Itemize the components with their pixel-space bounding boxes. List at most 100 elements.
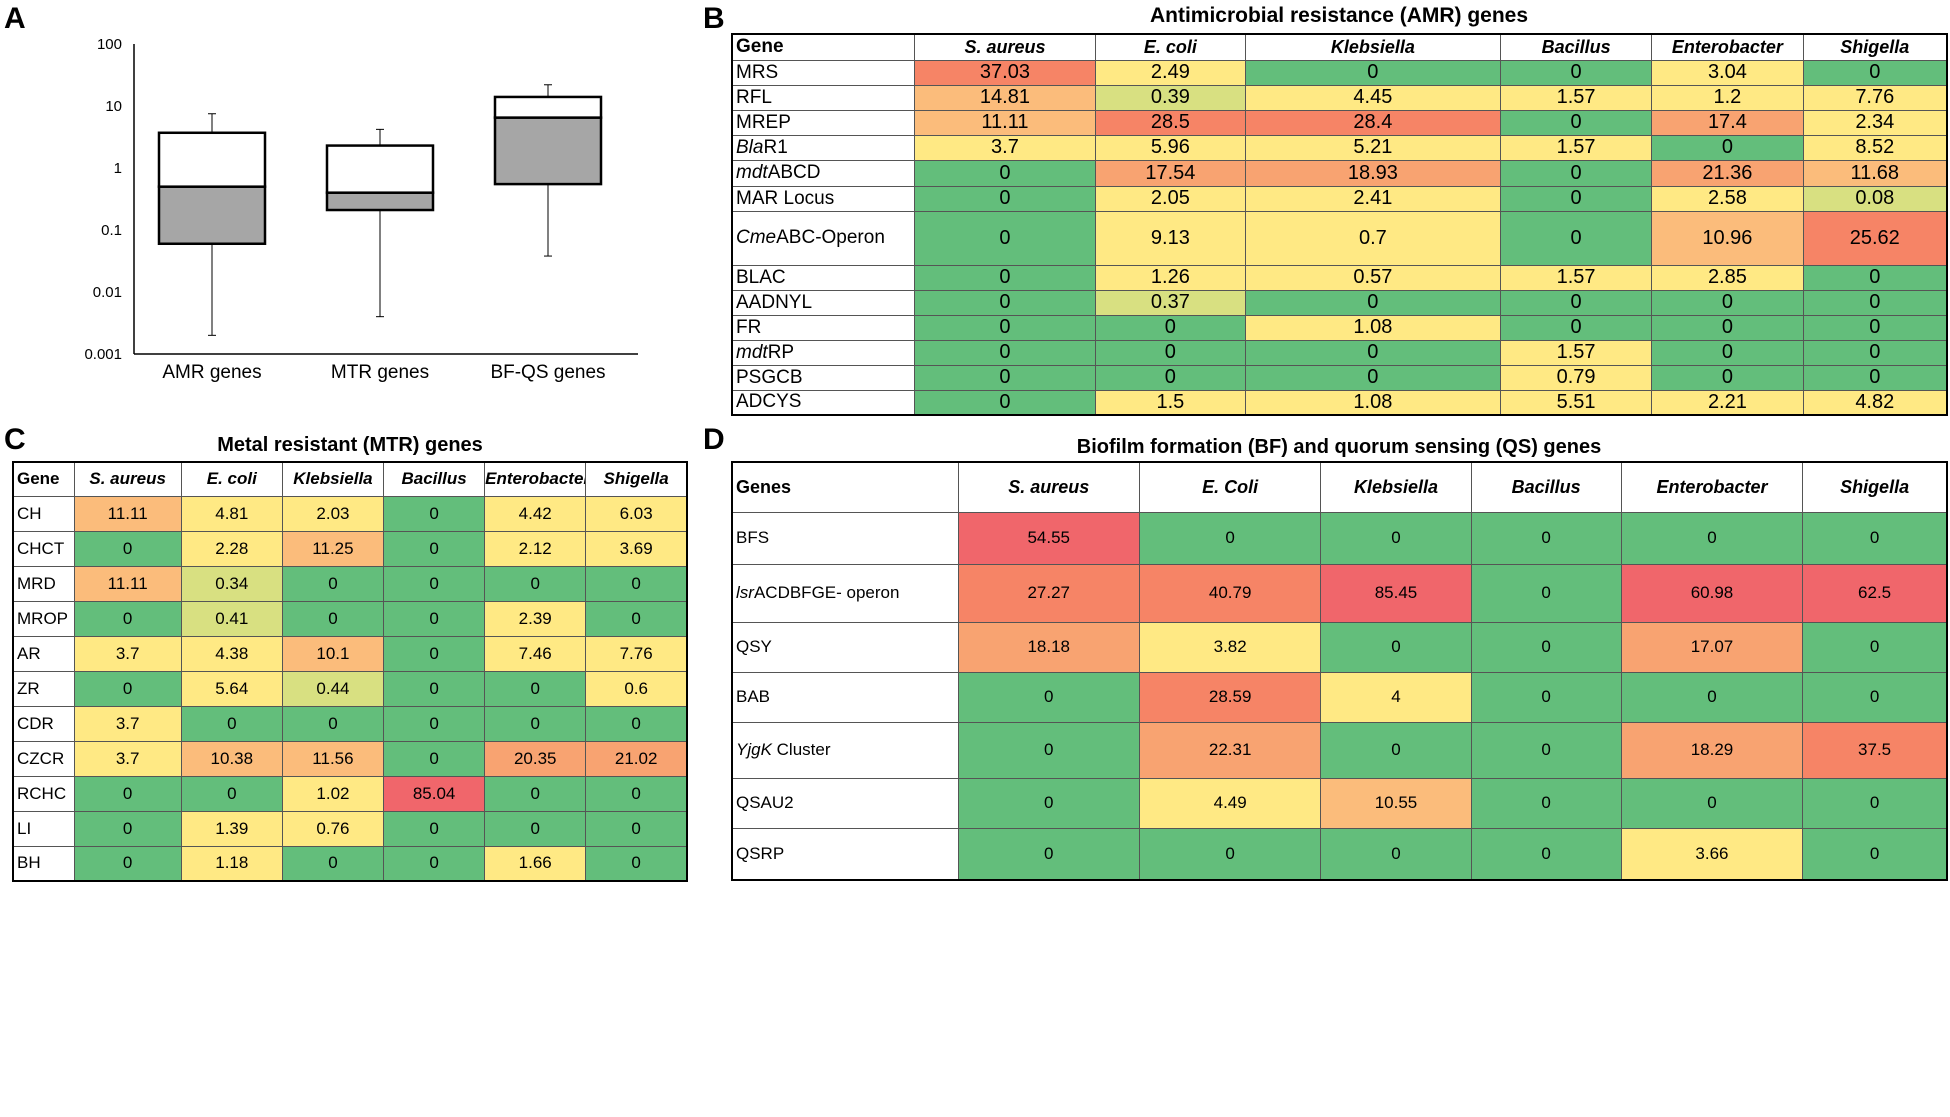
bfqs-header-row: Genes S. aureus E. Coli Klebsiella Bacillus E…	[731, 461, 1948, 513]
amr-value-cell: 9.13	[1094, 210, 1246, 266]
bfqs-value-cell: 0	[1470, 621, 1622, 673]
amr-value-cell: 0	[1802, 289, 1948, 316]
amr-value-cell: 0	[913, 264, 1096, 291]
amr-value-cell: 25.62	[1802, 210, 1948, 266]
amr-column-header: Klebsiella	[1244, 33, 1501, 61]
amr-gene-label: mdtABCD	[731, 159, 915, 187]
amr-table-title: Antimicrobial resistance (AMR) genes	[1149, 4, 1529, 27]
amr-column-header: Bacillus	[1499, 33, 1653, 61]
table-row: MREP 11.11 28.5 28.4 0 17.4 2.34	[731, 109, 1948, 136]
bfqs-value-cell: 0	[1620, 671, 1804, 723]
mtr-value-cell: 4.42	[484, 495, 587, 532]
box-upper-quartile	[325, 144, 435, 194]
amr-value-cell: 0.57	[1244, 264, 1501, 291]
table-row: lsrACDBFGE- operon 27.27 40.79 85.45 0 60.98 6…	[731, 563, 1948, 623]
mtr-value-cell: 0	[180, 775, 283, 812]
mtr-value-cell: 0	[585, 845, 688, 882]
bfqs-value-cell: 0	[957, 827, 1140, 881]
mtr-value-cell: 0	[73, 845, 182, 882]
amr-value-cell: 0	[1499, 159, 1653, 187]
mtr-column-header: E. coli	[180, 461, 283, 497]
mtr-value-cell: 11.25	[281, 530, 385, 567]
amr-value-cell: 0	[1094, 339, 1246, 366]
gene-name: RFL	[736, 86, 772, 108]
bfqs-column-header: Klebsiella	[1320, 461, 1472, 513]
bfqs-value-cell: 18.29	[1620, 721, 1804, 779]
amr-value-cell: 28.4	[1244, 109, 1501, 136]
mtr-value-cell: 0	[484, 775, 587, 812]
bfqs-value-cell: 0	[1802, 511, 1948, 565]
gene-name: BLAC	[736, 266, 786, 288]
mtr-value-cell: 2.39	[484, 600, 587, 637]
amr-value-cell: 2.34	[1802, 109, 1948, 136]
amr-value-cell: 0	[913, 289, 1096, 316]
mtr-value-cell: 10.38	[180, 740, 283, 777]
panel-letter-d: D	[703, 423, 725, 456]
gene-name: RP	[767, 341, 795, 363]
bfqs-value-cell: 3.82	[1138, 621, 1322, 673]
amr-gene-label: CmeABC-Operon	[731, 210, 915, 266]
mtr-value-cell: 5.64	[180, 670, 283, 707]
amr-value-cell: 4.45	[1244, 84, 1501, 111]
x-category-label: AMR genes	[162, 362, 261, 383]
amr-column-header: S. aureus	[913, 33, 1096, 61]
x-category-label: MTR genes	[331, 362, 429, 383]
amr-value-cell: 1.5	[1094, 389, 1246, 416]
mtr-value-cell: 11.56	[281, 740, 385, 777]
mtr-gene-label: CDR	[12, 705, 75, 742]
bfqs-value-cell: 40.79	[1138, 563, 1322, 623]
amr-value-cell: 0.79	[1499, 364, 1653, 391]
table-row: BlaR1 3.7 5.96 5.21 1.57 0 8.52	[731, 134, 1948, 161]
bfqs-value-cell: 60.98	[1620, 563, 1804, 623]
table-row: BH 0 1.18 0 0 1.66 0	[12, 845, 688, 882]
bfqs-column-header: S. aureus	[957, 461, 1140, 513]
amr-value-cell: 0	[1094, 364, 1246, 391]
table-row: QSRP 0 0 0 0 3.66 0	[731, 827, 1948, 881]
gene-name: R1	[763, 136, 788, 158]
mtr-value-cell: 11.11	[73, 495, 182, 532]
mtr-column-header: Klebsiella	[281, 461, 385, 497]
bfqs-value-cell: 62.5	[1802, 563, 1948, 623]
bfqs-value-cell: 0	[1138, 511, 1322, 565]
mtr-value-cell: 1.39	[180, 810, 283, 847]
amr-value-cell: 0	[913, 389, 1096, 416]
bfqs-value-cell: 3.66	[1620, 827, 1804, 881]
mtr-value-cell: 0	[585, 600, 688, 637]
amr-value-cell: 2.05	[1094, 185, 1246, 212]
table-row: CH 11.11 4.81 2.03 0 4.42 6.03	[12, 495, 688, 532]
bfqs-value-cell: 0	[1620, 777, 1804, 829]
mtr-value-cell: 0	[585, 810, 688, 847]
amr-value-cell: 0	[913, 185, 1096, 212]
bfqs-value-cell: 85.45	[1320, 563, 1472, 623]
amr-value-cell: 4.82	[1802, 389, 1948, 416]
box-lower-quartile	[325, 191, 435, 212]
gene-italic-prefix: Cme	[736, 227, 777, 248]
bfqs-value-cell: 37.5	[1802, 721, 1948, 779]
amr-value-cell: 1.26	[1094, 264, 1246, 291]
mtr-value-cell: 0	[383, 635, 486, 672]
mtr-value-cell: 7.76	[585, 635, 688, 672]
bfqs-value-cell: 0	[1802, 827, 1948, 881]
amr-value-cell: 0	[1802, 364, 1948, 391]
mtr-value-cell: 1.18	[180, 845, 283, 882]
panel-letter-a: A	[4, 2, 26, 35]
table-row: BAB 0 28.59 4 0 0 0	[731, 671, 1948, 723]
amr-gene-label: AADNYL	[731, 289, 915, 316]
mtr-value-cell: 2.12	[484, 530, 587, 567]
bfqs-gene-label: BAB	[731, 671, 959, 723]
mtr-value-cell: 20.35	[484, 740, 587, 777]
bfqs-value-cell: 0	[957, 671, 1140, 723]
bfqs-gene-label: YjgK Cluster	[731, 721, 959, 779]
amr-value-cell: 17.54	[1094, 159, 1246, 187]
bfqs-gene-header: Genes	[731, 461, 959, 513]
bfqs-value-cell: 0	[1802, 777, 1948, 829]
table-row: CHCT 0 2.28 11.25 0 2.12 3.69	[12, 530, 688, 567]
mtr-gene-label: CZCR	[12, 740, 75, 777]
amr-gene-label: MREP	[731, 109, 915, 136]
mtr-value-cell: 0	[484, 670, 587, 707]
panel-letter-b: B	[703, 2, 725, 35]
mtr-value-cell: 0	[383, 845, 486, 882]
table-row: mdtABCD 0 17.54 18.93 0 21.36 11.68	[731, 159, 1948, 187]
mtr-value-cell: 3.7	[73, 635, 182, 672]
amr-value-cell: 3.04	[1651, 59, 1804, 86]
